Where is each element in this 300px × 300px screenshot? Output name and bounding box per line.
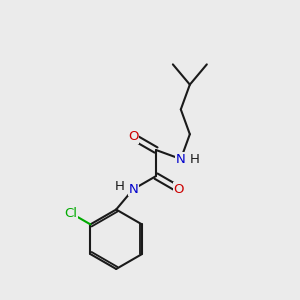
Text: O: O — [174, 183, 184, 196]
Text: H: H — [115, 180, 124, 194]
Text: N: N — [176, 152, 186, 166]
Text: O: O — [128, 130, 138, 143]
Text: N: N — [128, 183, 138, 196]
Text: H: H — [189, 152, 199, 166]
Text: Cl: Cl — [64, 207, 77, 220]
